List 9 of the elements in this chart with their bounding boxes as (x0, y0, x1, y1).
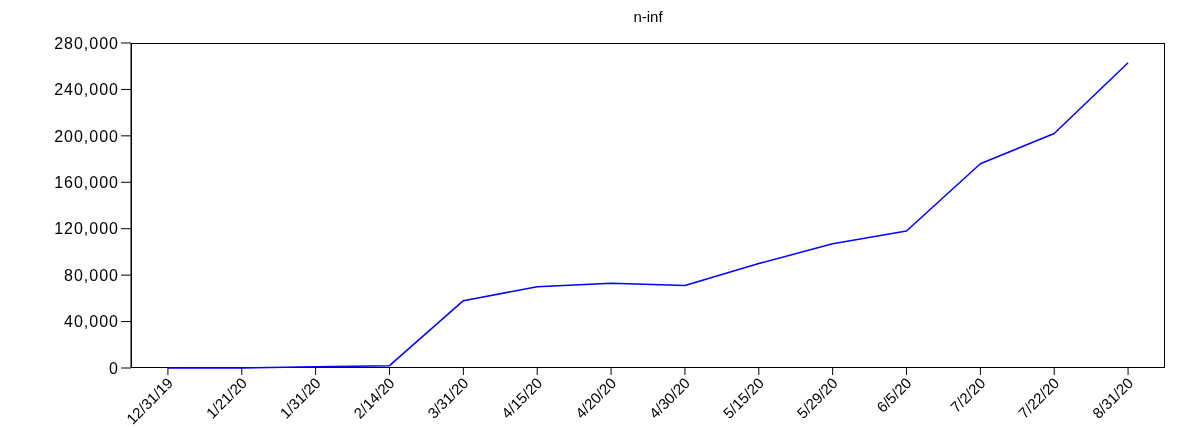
y-tick-label: 240,000 (54, 81, 119, 99)
chart-title: n-inf (632, 8, 664, 25)
y-tick-label: 80,000 (64, 266, 119, 284)
y-tick-label: 200,000 (54, 127, 119, 145)
y-tick-label: 40,000 (64, 313, 119, 331)
y-tick-label: 0 (109, 359, 119, 377)
y-tick-label: 160,000 (54, 173, 119, 191)
y-tick-label: 120,000 (54, 220, 119, 238)
y-tick-label: 280,000 (54, 34, 119, 52)
